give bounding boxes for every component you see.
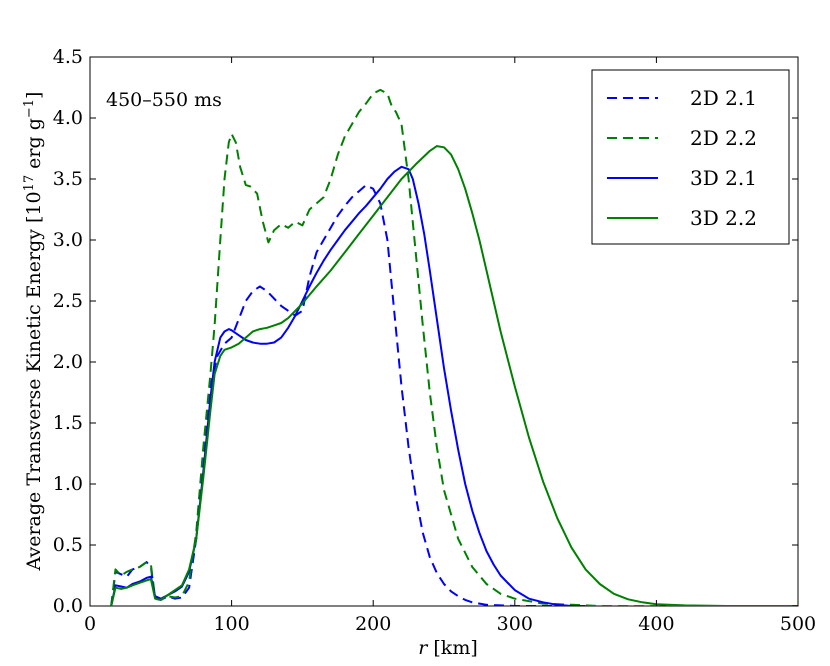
legend-label: 2D 2.2 <box>690 126 757 150</box>
legend: 2D 2.1 2D 2.2 3D 2.1 3D 2.2 <box>591 69 790 245</box>
series-line-3d-2-2 <box>110 145 798 606</box>
x-tick-label: 400 <box>638 613 674 635</box>
x-tick-label: 100 <box>213 613 249 635</box>
legend-label: 2D 2.1 <box>690 86 757 110</box>
series-line-2d-2-2 <box>110 88 685 606</box>
y-tick-label: 3.0 <box>53 229 83 251</box>
legend-label: 3D 2.2 <box>690 206 757 230</box>
y-tick-label: 2.0 <box>53 351 83 373</box>
series-line-3d-2-1 <box>110 165 586 606</box>
y-tick-label: 2.5 <box>53 290 83 312</box>
y-tick-label: 4.5 <box>53 46 83 68</box>
y-tick-label: 1.5 <box>53 412 83 434</box>
y-axis-label: Average Transverse Kinetic Energy [1017 … <box>22 92 45 572</box>
y-tick-label: 4.0 <box>53 107 83 129</box>
x-tick-label: 0 <box>84 613 96 635</box>
y-tick-label: 3.5 <box>53 168 83 190</box>
x-tick-label: 500 <box>780 613 816 635</box>
series-layer <box>110 88 798 606</box>
x-axis-label: r [km] <box>418 637 478 659</box>
y-tick-label: 0.5 <box>53 534 83 556</box>
x-tick-label: 300 <box>497 613 533 635</box>
tick-layer: 0 100 200 300 400 500 0.0 0.5 1.0 1.5 2.0 2.5 3.0 3.5… <box>53 46 816 635</box>
series-line-2d-2-1 <box>110 184 586 606</box>
y-tick-label: 0.0 <box>53 595 83 617</box>
y-tick-label: 1.0 <box>53 473 83 495</box>
legend-label: 3D 2.1 <box>690 166 757 190</box>
period-annotation: 450–550 ms <box>106 89 222 111</box>
x-tick-label: 200 <box>355 613 391 635</box>
